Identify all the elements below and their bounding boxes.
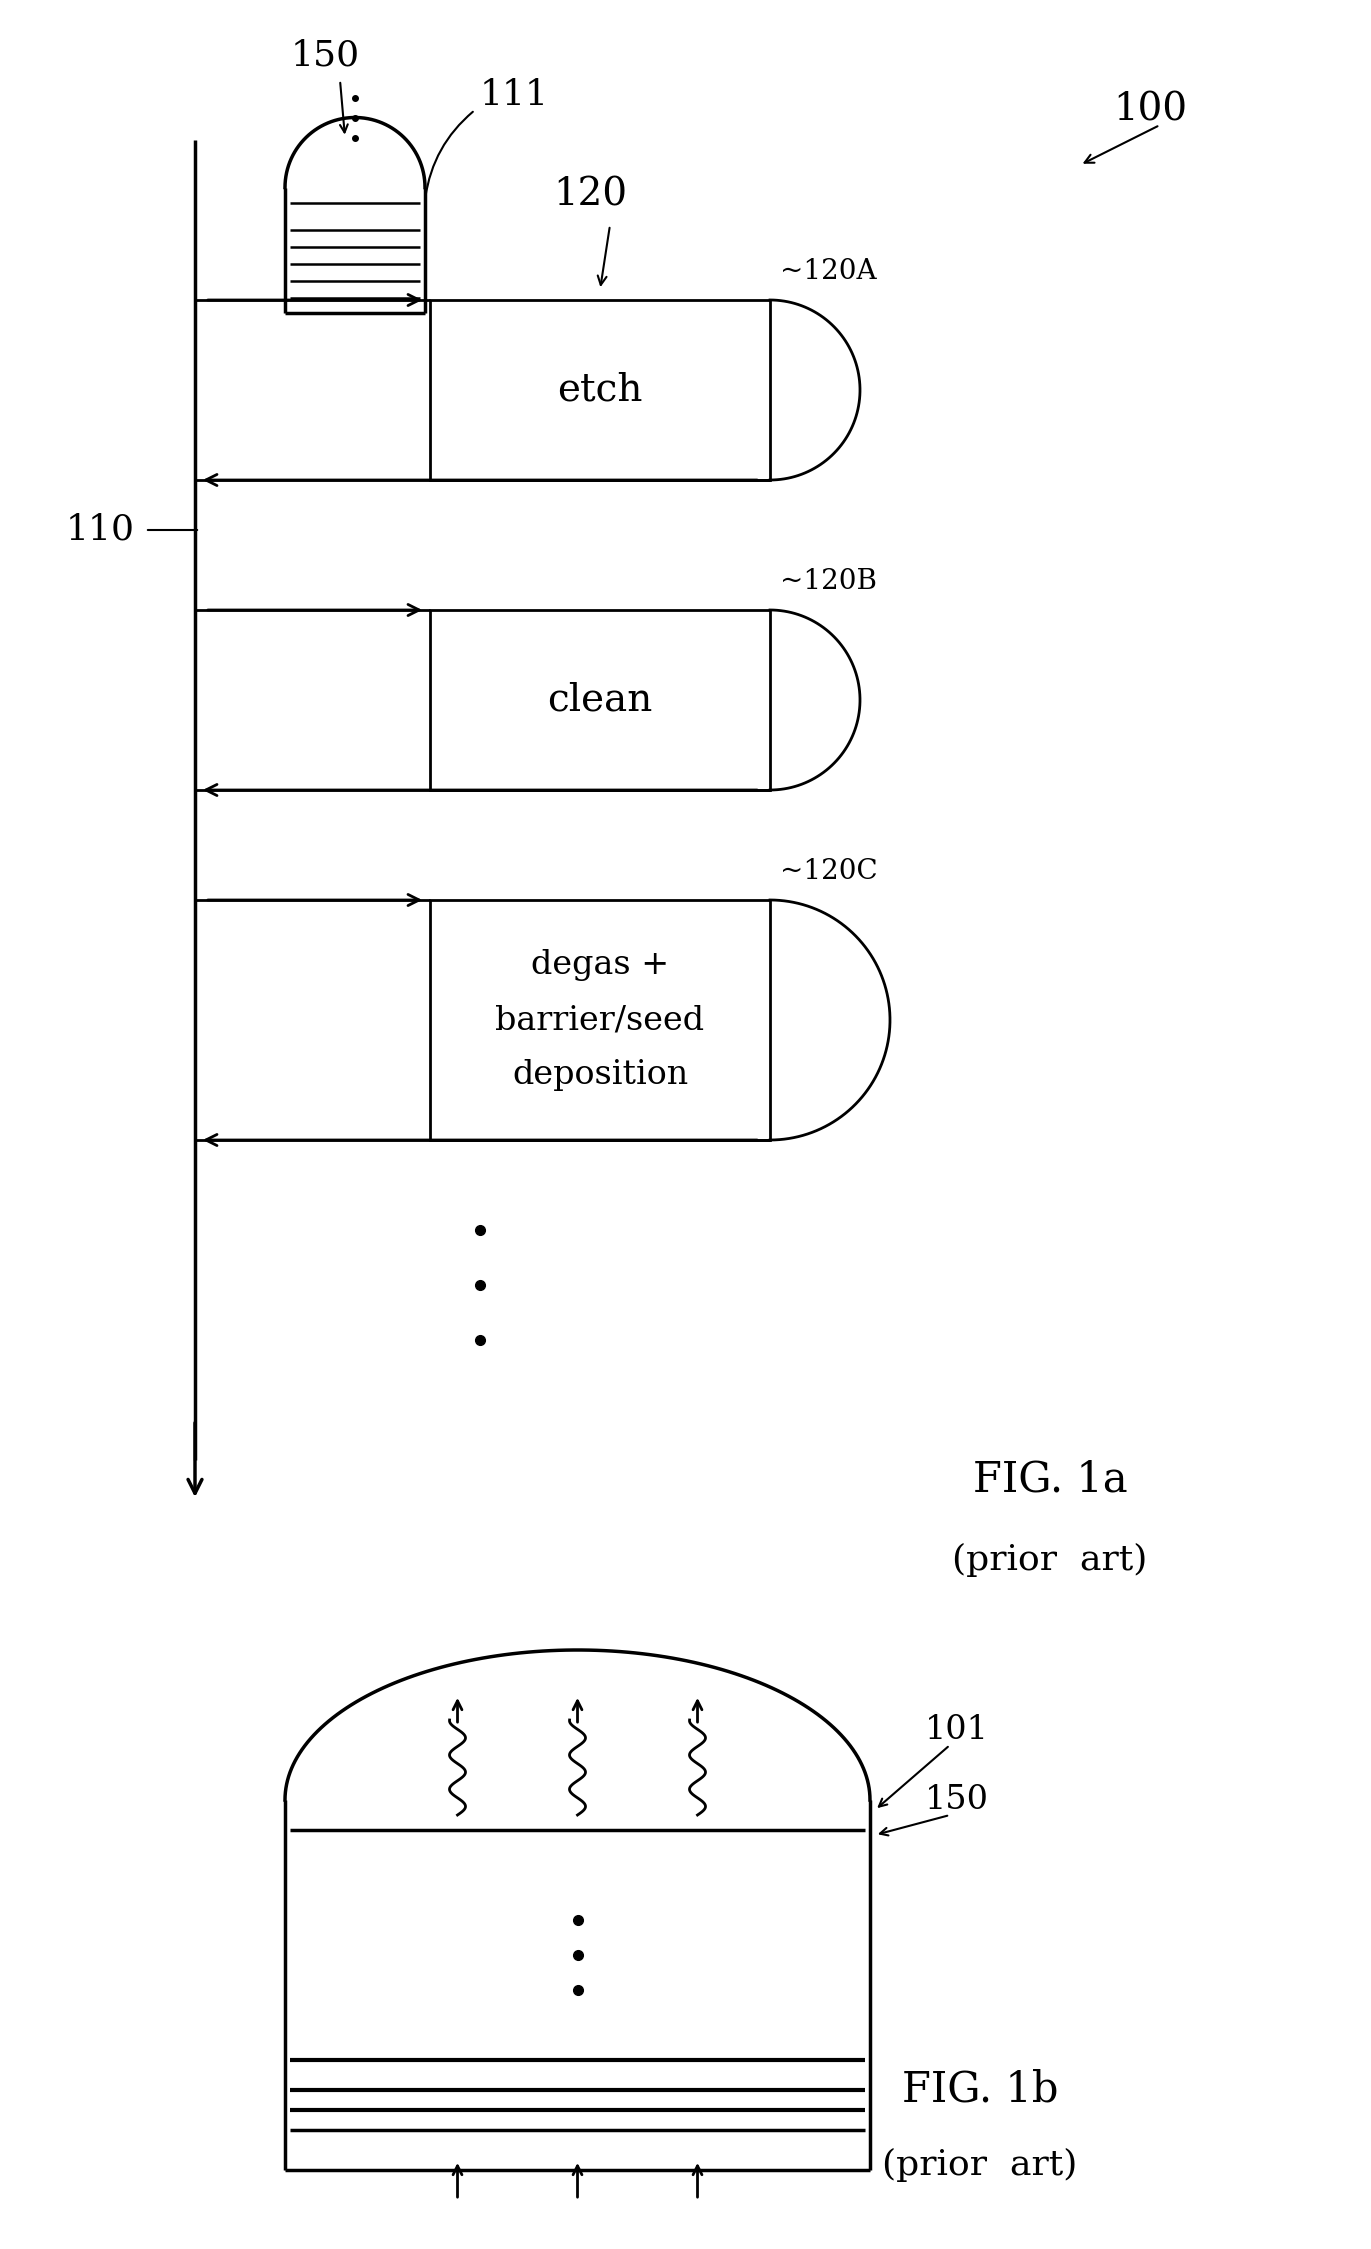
Bar <box>430 609 771 789</box>
Text: 150: 150 <box>925 1783 988 1815</box>
Bar <box>430 299 771 479</box>
Text: 111: 111 <box>480 79 548 112</box>
Text: 110: 110 <box>66 513 134 547</box>
Text: 101: 101 <box>925 1714 988 1745</box>
Bar <box>430 900 771 1140</box>
Text: etch: etch <box>557 371 643 409</box>
Text: ~120B: ~120B <box>780 569 877 596</box>
Text: 150: 150 <box>291 38 359 72</box>
Text: barrier/seed: barrier/seed <box>495 1003 705 1037</box>
Text: clean: clean <box>547 681 653 717</box>
Text: degas +: degas + <box>531 949 669 981</box>
Text: ~120C: ~120C <box>780 859 877 886</box>
Text: FIG. 1b: FIG. 1b <box>902 2069 1058 2112</box>
Text: deposition: deposition <box>511 1059 688 1091</box>
Text: 100: 100 <box>1113 92 1187 128</box>
Text: (prior  art): (prior art) <box>953 1543 1148 1577</box>
Text: 120: 120 <box>553 175 627 214</box>
Text: FIG. 1a: FIG. 1a <box>972 1460 1127 1500</box>
Text: (prior  art): (prior art) <box>883 2148 1078 2182</box>
Text: ~120A: ~120A <box>780 259 876 286</box>
